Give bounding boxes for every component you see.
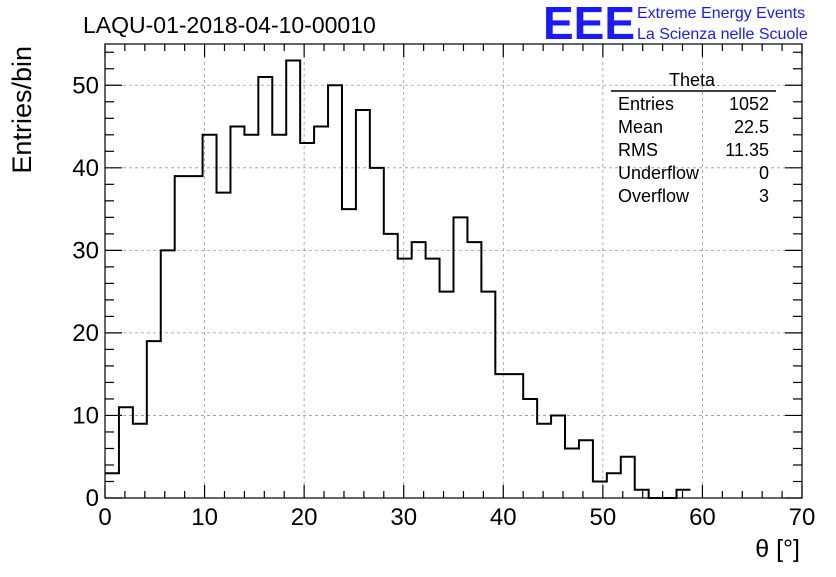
grid-lines — [105, 44, 802, 498]
eee-logo-line1: Extreme Energy Events — [637, 5, 805, 22]
stats-box-title: Theta — [669, 70, 716, 90]
x-tick-label: 30 — [390, 504, 417, 531]
histogram-outline — [105, 59, 691, 499]
stats-row-label: Mean — [618, 117, 663, 137]
x-tick-label: 20 — [291, 504, 318, 531]
stats-row-value: 1052 — [729, 94, 769, 114]
chart-title: LAQU-01-2018-04-10-00010 — [83, 12, 376, 38]
x-tick-label: 40 — [490, 504, 517, 531]
stats-row-value: 22.5 — [734, 117, 769, 137]
stats-row-value: 0 — [759, 163, 769, 183]
y-tick-label: 0 — [86, 485, 99, 512]
y-tick-label: 10 — [72, 402, 99, 429]
plot-frame — [104, 43, 803, 499]
stats-row-label: Underflow — [618, 163, 700, 183]
x-tick-label: 50 — [590, 504, 617, 531]
x-tick-label: 70 — [789, 504, 816, 531]
y-tick-label: 40 — [72, 155, 99, 182]
eee-logo-mark: EEE — [543, 0, 635, 49]
eee-logo: EEE Extreme Energy Events La Scienza nel… — [543, 0, 808, 49]
stats-row-value: 3 — [759, 186, 769, 206]
x-tick-label: 0 — [98, 504, 111, 531]
stats-row-label: Overflow — [618, 186, 690, 206]
y-axis-label: Entries/bin — [7, 46, 37, 174]
stats-row-label: Entries — [618, 94, 674, 114]
y-tick-label: 30 — [72, 237, 99, 264]
eee-logo-line2: La Scienza nelle Scuole — [637, 26, 808, 43]
y-tick-labels: 0 10 20 30 40 50 — [72, 72, 99, 512]
x-tick-label: 10 — [191, 504, 218, 531]
y-tick-label: 20 — [72, 320, 99, 347]
stats-row-label: RMS — [618, 140, 658, 160]
stats-row-value: 11.35 — [725, 140, 769, 160]
x-tick-labels: 0 10 20 30 40 50 60 70 — [98, 504, 815, 531]
histogram-series — [105, 59, 691, 499]
stats-box: Theta Entries 1052 Mean 22.5 RMS 11.35 Underfl… — [611, 70, 776, 206]
y-tick-label: 50 — [72, 72, 99, 99]
x-tick-label: 60 — [689, 504, 716, 531]
x-axis-label: θ [°] — [755, 535, 800, 563]
stats-rows: Entries 1052 Mean 22.5 RMS 11.35 Underflow 0 Ove… — [618, 94, 769, 206]
